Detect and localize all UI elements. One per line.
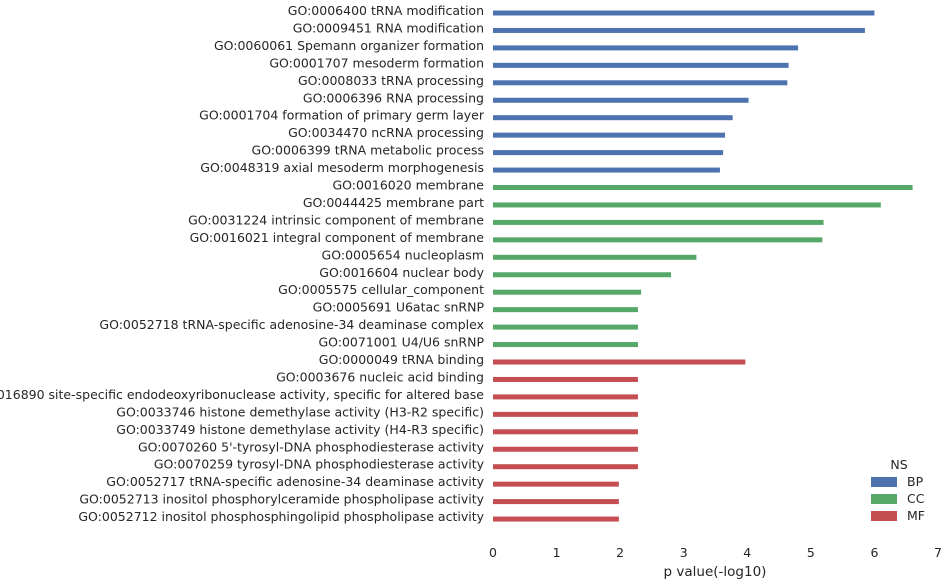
legend-swatch-bp	[871, 477, 897, 487]
bar-30	[493, 516, 619, 522]
bar-7	[493, 115, 733, 121]
category-label-6: GO:0006396 RNA processing	[303, 90, 484, 105]
bar-16	[493, 272, 671, 278]
bar-26	[493, 446, 638, 452]
bar-21	[493, 359, 746, 365]
bar-5	[493, 80, 788, 86]
category-label-21: GO:0000049 tRNA binding	[319, 352, 484, 367]
x-axis-label: p value(-log10)	[664, 564, 767, 580]
legend-label-mf: MF	[907, 508, 925, 523]
bar-23	[493, 394, 638, 400]
x-tick-label-2: 2	[616, 545, 624, 560]
category-label-16: GO:0016604 nuclear body	[319, 265, 484, 280]
x-tick-label-7: 7	[934, 545, 942, 560]
x-tick-label-4: 4	[743, 545, 751, 560]
category-label-13: GO:0031224 intrinsic component of membra…	[188, 212, 484, 227]
bar-4	[493, 62, 789, 68]
bar-25	[493, 429, 638, 435]
x-tick-label-1: 1	[553, 545, 561, 560]
category-label-11: GO:0016020 membrane	[332, 178, 484, 193]
bar-20	[493, 342, 638, 348]
category-label-17: GO:0005575 cellular_component	[278, 282, 484, 297]
bar-17	[493, 289, 642, 295]
category-label-4: GO:0001707 mesoderm formation	[269, 55, 484, 70]
bar-10	[493, 167, 720, 173]
bar-6	[493, 97, 749, 103]
legend-swatch-cc	[871, 494, 897, 504]
category-label-22: GO:0003676 nucleic acid binding	[276, 369, 484, 384]
category-label-24: GO:0033746 histone demethylase activity …	[116, 404, 484, 419]
legend-entries: BP CC MF	[871, 474, 925, 523]
category-label-10: GO:0048319 axial mesoderm morphogenesis	[200, 160, 484, 175]
bar-11	[493, 185, 913, 190]
bar-29	[493, 499, 619, 505]
category-label-28: GO:0052717 tRNA-specific adenosine-34 de…	[106, 474, 484, 489]
category-label-9: GO:0006399 tRNA metabolic process	[252, 143, 484, 158]
bars-group	[493, 10, 913, 522]
x-tick-label-0: 0	[489, 545, 497, 560]
category-label-15: GO:0005654 nucleoplasm	[322, 247, 484, 262]
legend: NS BP CC MF	[871, 457, 925, 523]
category-label-29: GO:0052713 inositol phosphorylceramide p…	[79, 492, 484, 507]
bar-15	[493, 254, 697, 260]
category-label-7: GO:0001704 formation of primary germ lay…	[199, 108, 485, 123]
bar-19	[493, 324, 638, 330]
category-label-2: GO:0009451 RNA modification	[293, 20, 484, 35]
category-label-30: GO:0052712 inositol phosphosphingolipid …	[78, 509, 484, 524]
bar-3	[493, 45, 799, 51]
category-label-3: GO:0060061 Spemann organizer formation	[214, 38, 484, 53]
legend-label-bp: BP	[907, 474, 924, 489]
category-label-20: GO:0071001 U4/U6 snRNP	[318, 335, 484, 350]
x-tick-label-3: 3	[680, 545, 688, 560]
legend-label-cc: CC	[907, 491, 925, 506]
legend-swatch-mf	[871, 511, 897, 521]
bar-18	[493, 307, 638, 313]
category-labels-group: GO:0006400 tRNA modification GO:0009451 R…	[0, 3, 485, 524]
category-label-26: GO:0070260 5'-tyrosyl-DNA phosphodiester…	[138, 439, 485, 454]
category-label-12: GO:0044425 membrane part	[303, 195, 484, 210]
bar-9	[493, 150, 724, 156]
bar-8	[493, 132, 726, 138]
category-label-8: GO:0034470 ncRNA processing	[288, 125, 484, 140]
bar-2	[493, 27, 865, 33]
category-label-27: GO:0070259 tyrosyl-DNA phosphodiesterase…	[154, 457, 485, 472]
bar-27	[493, 464, 638, 470]
bar-24	[493, 411, 638, 417]
category-label-5: GO:0008033 tRNA processing	[298, 73, 484, 88]
bar-13	[493, 219, 824, 225]
bar-28	[493, 481, 619, 487]
x-tick-label-5: 5	[807, 545, 815, 560]
bar-1	[493, 10, 875, 16]
category-label-25: GO:0033749 histone demethylase activity …	[116, 422, 484, 437]
legend-title: NS	[890, 457, 907, 472]
bar-22	[493, 376, 638, 382]
category-label-23: GO:0016890 site-specific endodeoxyribonu…	[0, 387, 484, 402]
category-label-18: GO:0005691 U6atac snRNP	[313, 300, 485, 315]
bar-14	[493, 237, 823, 243]
bar-12	[493, 202, 881, 208]
category-label-1: GO:0006400 tRNA modification	[288, 3, 484, 18]
category-label-19: GO:0052718 tRNA-specific adenosine-34 de…	[99, 317, 484, 332]
x-tick-label-6: 6	[870, 545, 878, 560]
category-label-14: GO:0016021 integral component of membran…	[190, 230, 485, 245]
x-ticks-group: 0 1 2 3 4 5 6 7	[489, 545, 942, 560]
